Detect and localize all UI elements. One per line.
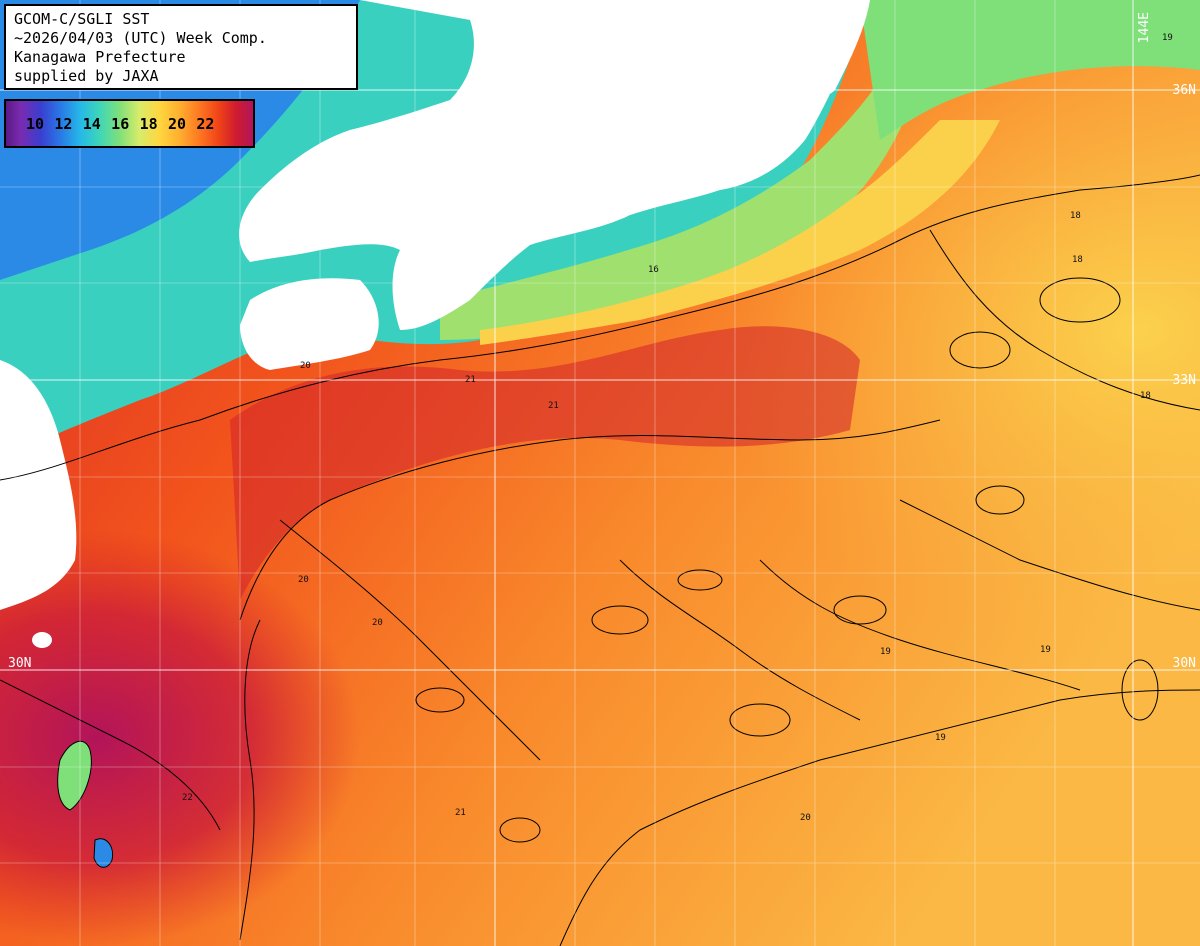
contour-blobs <box>415 277 1159 843</box>
contour-label: 21 <box>465 375 476 385</box>
contour-label: 18 <box>1072 255 1083 265</box>
latitude-label-33n: 33N <box>1173 373 1196 388</box>
latitude-label-36n: 36N <box>1173 83 1196 98</box>
legend-label-12: 12 <box>54 115 73 133</box>
legend-label-16: 16 <box>111 115 130 133</box>
kyushu-land <box>0 360 77 610</box>
color-scale-legend: 10 12 14 16 18 20 22 <box>4 99 255 148</box>
contour-label: 16 <box>648 265 659 275</box>
contour-label: 20 <box>800 813 811 823</box>
title-line-credit: supplied by JAXA <box>14 67 159 85</box>
east-honshu-land <box>811 0 870 96</box>
contour-label: 21 <box>548 401 559 411</box>
longitude-label-144e: 144E <box>1137 12 1152 43</box>
small-island-1 <box>32 632 52 648</box>
amami-island <box>57 740 92 811</box>
kuroshio-band <box>230 326 860 600</box>
contour-label: 20 <box>372 618 383 628</box>
title-line-date: ~2026/04/03 (UTC) Week Comp. <box>14 29 267 47</box>
legend-label-18: 18 <box>139 115 158 133</box>
latitude-label-30n-east: 30N <box>1173 656 1196 671</box>
honshu-land <box>239 0 871 330</box>
legend-label-20: 20 <box>167 115 187 133</box>
longitude-label-136e: 136E <box>499 12 514 43</box>
contour-label: 20 <box>300 361 311 371</box>
contour-label: 20 <box>298 575 309 585</box>
contour-label: 22 <box>182 793 193 803</box>
contour-label: 19 <box>1040 645 1051 655</box>
shikoku-land <box>240 278 379 370</box>
tanegashima-island <box>93 838 114 868</box>
contour-label: 19 <box>880 647 891 657</box>
legend-label-10: 10 <box>26 115 45 133</box>
contour-label: 19 <box>1162 33 1173 43</box>
contour-label: 19 <box>935 733 946 743</box>
contour-value-labels: 16 18 19 20 21 22 19 18 21 20 19 20 21 1… <box>182 33 1173 823</box>
legend-label-22: 22 <box>196 115 215 133</box>
title-box: GCOM-C/SGLI SST ~2026/04/03 (UTC) Week C… <box>4 4 358 90</box>
legend-label-14: 14 <box>82 115 101 133</box>
legend-labels: 10 12 14 16 18 20 22 <box>26 115 225 133</box>
latitude-label-30n-west: 30N <box>8 656 31 671</box>
northeast-green <box>860 0 1200 140</box>
contour-lines <box>0 174 1200 946</box>
title-line-product: GCOM-C/SGLI SST <box>14 10 150 28</box>
contour-label: 18 <box>1140 391 1151 401</box>
contour-label: 21 <box>455 808 466 818</box>
coastal-green-band <box>440 80 920 340</box>
contour-label: 18 <box>1070 211 1081 221</box>
coastal-yellow-band <box>480 120 1000 345</box>
title-line-organization: Kanagawa Prefecture <box>14 48 186 66</box>
